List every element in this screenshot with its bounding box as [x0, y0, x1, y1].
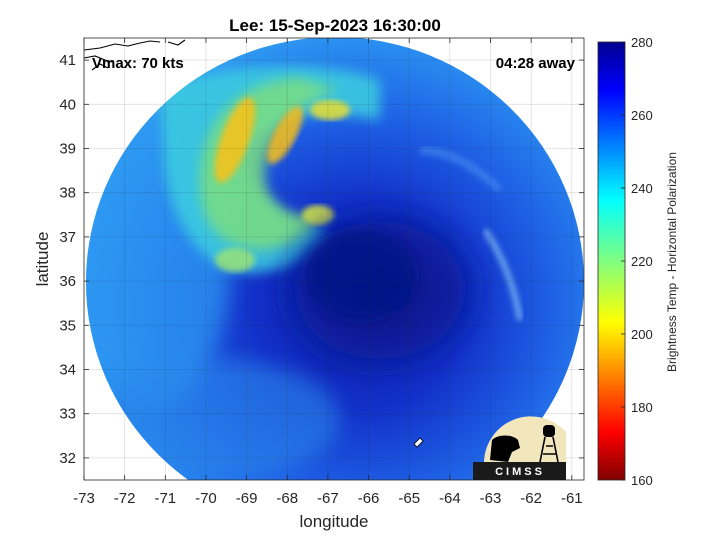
x-tick-label: -61	[561, 490, 583, 507]
warm-spot-west	[215, 248, 255, 272]
y-tick-label: 35	[59, 317, 76, 334]
x-axis-title: longitude	[299, 512, 368, 531]
x-tick-label: -67	[317, 490, 339, 507]
x-tick-label: -70	[195, 490, 217, 507]
colorbar-title: Brightness Temp - Horizontal Polarizatio…	[665, 152, 679, 372]
rainband-east	[482, 228, 523, 321]
y-tick-label: 40	[59, 96, 76, 113]
colorbar-tick-label: 180	[631, 400, 653, 415]
y-axis-title: latitude	[33, 232, 52, 287]
x-tick-label: -65	[398, 490, 420, 507]
warm-streak-1	[214, 97, 256, 183]
colorbar-tick-label: 200	[631, 327, 653, 342]
colorbar-tick-label: 160	[631, 473, 653, 488]
warm-streak-3	[310, 100, 350, 120]
y-tick-label: 34	[59, 362, 76, 379]
swath-light-band-southwest	[100, 360, 340, 480]
y-tick-label: 38	[59, 185, 76, 202]
swath-image	[84, 38, 584, 480]
colorbar-tick-label: 240	[631, 181, 653, 196]
logo-banner	[473, 462, 566, 480]
colorbar-ticks: 160 180 200 220 240 260 280	[621, 35, 653, 488]
y-tick-label: 39	[59, 141, 76, 158]
x-tick-label: -73	[73, 490, 95, 507]
time-away-annotation: 04:28 away	[496, 55, 576, 72]
y-tick-label: 41	[59, 52, 76, 69]
y-tick-label: 37	[59, 229, 76, 246]
logo-tower-icon	[543, 425, 555, 437]
x-gridlines	[83, 38, 573, 480]
colorbar-tick-label: 280	[631, 35, 653, 50]
cimss-logo: CIMSS	[473, 416, 566, 480]
chart-title: Lee: 15-Sep-2023 16:30:00	[229, 16, 441, 35]
colorbar	[597, 41, 626, 481]
x-tick-label: -66	[358, 490, 380, 507]
colorbar-tick-label: 220	[631, 254, 653, 269]
x-tick-label: -68	[276, 490, 298, 507]
logo-tower-legs	[539, 436, 559, 463]
coastline	[84, 39, 186, 71]
y-axis-ticks: 32 33 34 35 36 37 38 39 40 41	[59, 52, 584, 467]
logo-dish-icon	[490, 435, 520, 462]
warm-streak-2	[267, 106, 303, 164]
x-tick-label: -63	[480, 490, 502, 507]
vmax-annotation: Vmax: 70 kts	[92, 55, 184, 72]
logo-text: CIMSS	[495, 466, 545, 478]
x-axis-ticks: -73 -72 -71 -70 -69 -68 -67 -66 -65 -64 -63 -62 -61	[73, 38, 583, 507]
x-tick-label: -72	[114, 490, 136, 507]
colorbar-tick-label: 260	[631, 108, 653, 123]
x-tick-label: -71	[154, 490, 176, 507]
x-tick-label: -62	[520, 490, 542, 507]
x-tick-label: -64	[439, 490, 461, 507]
y-tick-label: 32	[59, 450, 76, 467]
rainband-east-2	[419, 146, 503, 193]
y-tick-label: 36	[59, 273, 76, 290]
island-small	[413, 437, 424, 448]
x-tick-label: -69	[236, 490, 258, 507]
axes-box	[83, 37, 585, 481]
y-tick-label: 33	[59, 406, 76, 423]
storm-core-inner	[305, 230, 415, 320]
